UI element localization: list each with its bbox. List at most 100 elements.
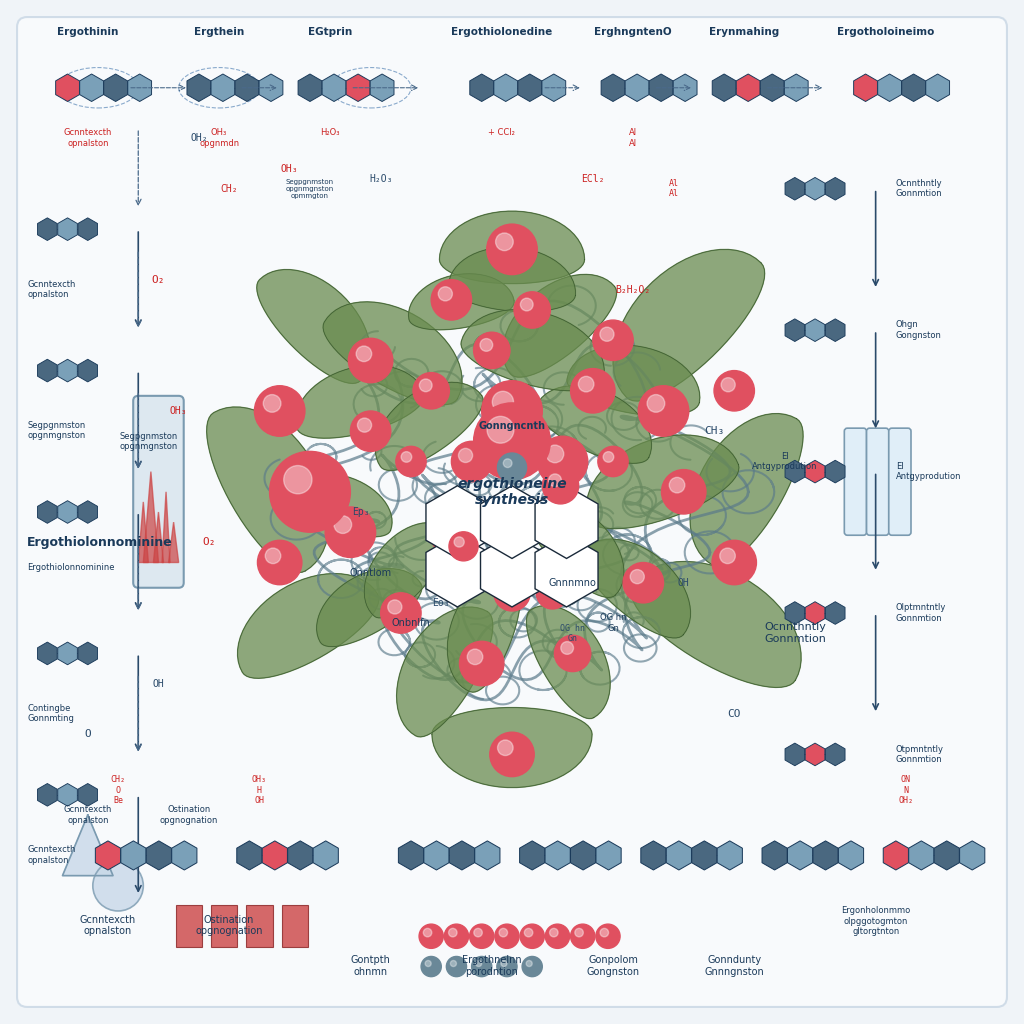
- Polygon shape: [78, 642, 97, 665]
- Polygon shape: [503, 274, 616, 377]
- Circle shape: [265, 548, 281, 563]
- Polygon shape: [785, 743, 805, 766]
- Polygon shape: [736, 74, 760, 101]
- Text: Erynmahing: Erynmahing: [710, 28, 779, 37]
- Polygon shape: [143, 472, 159, 562]
- Circle shape: [600, 327, 614, 341]
- Circle shape: [499, 929, 508, 937]
- Circle shape: [624, 562, 664, 603]
- Text: OH: OH: [678, 578, 689, 588]
- Circle shape: [630, 569, 644, 584]
- Text: Ocnnthntly
Gonnmtion: Ocnnthntly Gonnmtion: [896, 179, 942, 199]
- Polygon shape: [211, 74, 234, 101]
- Polygon shape: [480, 485, 544, 558]
- Circle shape: [712, 541, 757, 585]
- Polygon shape: [38, 359, 57, 382]
- Circle shape: [451, 961, 457, 967]
- Circle shape: [381, 593, 421, 633]
- Polygon shape: [57, 642, 78, 665]
- Text: Ostination
opgnognation: Ostination opgnognation: [196, 914, 263, 936]
- FancyBboxPatch shape: [282, 905, 308, 947]
- Circle shape: [93, 860, 143, 911]
- Polygon shape: [692, 841, 717, 870]
- Polygon shape: [447, 573, 520, 692]
- Polygon shape: [784, 74, 808, 101]
- Polygon shape: [78, 218, 97, 241]
- Polygon shape: [371, 74, 394, 101]
- Polygon shape: [121, 841, 146, 870]
- FancyBboxPatch shape: [211, 905, 238, 947]
- Circle shape: [498, 740, 513, 756]
- Polygon shape: [902, 74, 926, 101]
- Text: CH₂
O
Be: CH₂ O Be: [111, 775, 126, 805]
- Text: + CCl₂: + CCl₂: [488, 128, 515, 137]
- Circle shape: [493, 391, 513, 413]
- Text: Gontpth
ohnmn: Gontpth ohnmn: [350, 955, 390, 977]
- FancyBboxPatch shape: [17, 17, 1007, 1007]
- Polygon shape: [934, 841, 959, 870]
- Polygon shape: [376, 382, 483, 470]
- Circle shape: [474, 402, 550, 479]
- Circle shape: [449, 531, 478, 561]
- Text: Gcnntexcth
opnalston: Gcnntexcth opnalston: [28, 846, 76, 864]
- FancyBboxPatch shape: [866, 428, 889, 536]
- Circle shape: [524, 929, 532, 937]
- Text: Onbnlfn: Onbnlfn: [391, 618, 430, 628]
- Polygon shape: [138, 502, 148, 562]
- Polygon shape: [439, 211, 585, 284]
- Circle shape: [546, 924, 569, 948]
- Text: OH: OH: [153, 679, 164, 689]
- Polygon shape: [398, 841, 424, 870]
- Polygon shape: [288, 841, 313, 870]
- Polygon shape: [596, 841, 622, 870]
- Text: O₂: O₂: [202, 538, 216, 547]
- Text: EGtprin: EGtprin: [308, 28, 352, 37]
- Text: Ergothiolonedine: Ergothiolonedine: [452, 28, 553, 37]
- Polygon shape: [805, 177, 824, 200]
- Circle shape: [497, 956, 517, 977]
- Polygon shape: [313, 841, 338, 870]
- Circle shape: [356, 346, 372, 361]
- Polygon shape: [713, 74, 736, 101]
- Circle shape: [423, 929, 432, 937]
- Polygon shape: [805, 460, 824, 483]
- Text: CH₂: CH₂: [220, 183, 238, 194]
- Polygon shape: [103, 74, 128, 101]
- Polygon shape: [884, 841, 908, 870]
- Circle shape: [495, 924, 519, 948]
- Text: Gnnnmno: Gnnnmno: [549, 578, 597, 588]
- Circle shape: [596, 924, 621, 948]
- Polygon shape: [95, 841, 121, 870]
- Text: ErghngntenO: ErghngntenO: [594, 28, 672, 37]
- Polygon shape: [785, 460, 805, 483]
- Circle shape: [474, 332, 510, 369]
- Circle shape: [520, 298, 534, 311]
- Text: Contingbe
Gonnmting: Contingbe Gonnmting: [28, 703, 74, 723]
- Polygon shape: [409, 273, 514, 330]
- Text: O₂: O₂: [152, 274, 165, 285]
- Circle shape: [570, 924, 595, 948]
- Polygon shape: [527, 501, 624, 597]
- Polygon shape: [154, 512, 164, 562]
- Circle shape: [600, 929, 608, 937]
- Circle shape: [514, 292, 550, 328]
- Polygon shape: [825, 460, 845, 483]
- Circle shape: [269, 452, 350, 532]
- Polygon shape: [854, 74, 878, 101]
- Circle shape: [538, 436, 588, 486]
- Polygon shape: [649, 74, 673, 101]
- Circle shape: [638, 386, 689, 436]
- Text: Onntlom: Onntlom: [349, 567, 391, 578]
- Polygon shape: [162, 492, 170, 562]
- Circle shape: [503, 459, 512, 468]
- Text: Ergothnelnn
porodntion: Ergothnelnn porodntion: [462, 955, 521, 977]
- Polygon shape: [262, 841, 288, 870]
- Text: Otpmntntly
Gonnmtion: Otpmntntly Gonnmtion: [896, 744, 944, 764]
- Text: OH₃
H
OH: OH₃ H OH: [252, 775, 267, 805]
- Text: Al
Al: Al Al: [669, 179, 679, 199]
- Polygon shape: [582, 540, 690, 638]
- Polygon shape: [78, 501, 97, 523]
- Circle shape: [254, 386, 305, 436]
- Text: Ep₃: Ep₃: [351, 507, 370, 517]
- Circle shape: [472, 956, 492, 977]
